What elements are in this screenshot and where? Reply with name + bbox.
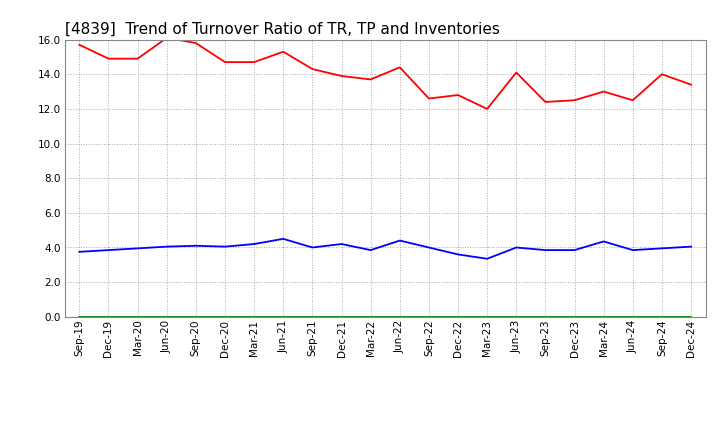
Trade Receivables — [104, 56, 113, 61]
Inventories — [687, 314, 696, 319]
Trade Receivables — [483, 106, 492, 111]
Inventories — [75, 314, 84, 319]
Inventories — [308, 314, 317, 319]
Inventories — [192, 314, 200, 319]
Trade Payables — [687, 244, 696, 249]
Trade Payables — [366, 247, 375, 253]
Inventories — [541, 314, 550, 319]
Trade Payables — [512, 245, 521, 250]
Trade Payables — [163, 244, 171, 249]
Trade Payables — [192, 243, 200, 249]
Inventories — [570, 314, 579, 319]
Text: [4839]  Trend of Turnover Ratio of TR, TP and Inventories: [4839] Trend of Turnover Ratio of TR, TP… — [65, 22, 500, 37]
Trade Payables — [220, 244, 229, 249]
Trade Receivables — [75, 42, 84, 48]
Trade Receivables — [541, 99, 550, 105]
Trade Receivables — [279, 49, 287, 55]
Trade Payables — [425, 245, 433, 250]
Inventories — [512, 314, 521, 319]
Inventories — [483, 314, 492, 319]
Trade Receivables — [308, 66, 317, 72]
Trade Payables — [483, 256, 492, 261]
Inventories — [366, 314, 375, 319]
Trade Receivables — [366, 77, 375, 82]
Trade Receivables — [250, 59, 258, 65]
Trade Payables — [570, 247, 579, 253]
Trade Payables — [308, 245, 317, 250]
Trade Receivables — [220, 59, 229, 65]
Trade Receivables — [687, 82, 696, 87]
Line: Trade Payables: Trade Payables — [79, 239, 691, 259]
Trade Receivables — [454, 92, 462, 98]
Trade Payables — [629, 247, 637, 253]
Inventories — [454, 314, 462, 319]
Inventories — [425, 314, 433, 319]
Inventories — [104, 314, 113, 319]
Inventories — [279, 314, 287, 319]
Trade Receivables — [629, 98, 637, 103]
Trade Receivables — [192, 40, 200, 46]
Trade Payables — [337, 242, 346, 247]
Trade Payables — [279, 236, 287, 242]
Inventories — [250, 314, 258, 319]
Inventories — [395, 314, 404, 319]
Inventories — [133, 314, 142, 319]
Inventories — [629, 314, 637, 319]
Trade Receivables — [425, 96, 433, 101]
Trade Receivables — [337, 73, 346, 79]
Trade Payables — [541, 247, 550, 253]
Trade Receivables — [512, 70, 521, 75]
Inventories — [599, 314, 608, 319]
Trade Payables — [395, 238, 404, 243]
Inventories — [337, 314, 346, 319]
Trade Payables — [75, 249, 84, 254]
Trade Receivables — [570, 98, 579, 103]
Trade Receivables — [395, 65, 404, 70]
Trade Payables — [599, 239, 608, 244]
Trade Payables — [104, 247, 113, 253]
Trade Receivables — [657, 72, 666, 77]
Inventories — [163, 314, 171, 319]
Trade Receivables — [599, 89, 608, 94]
Inventories — [657, 314, 666, 319]
Trade Payables — [133, 246, 142, 251]
Trade Payables — [657, 246, 666, 251]
Trade Payables — [250, 242, 258, 247]
Trade Receivables — [133, 56, 142, 61]
Line: Trade Receivables: Trade Receivables — [79, 38, 691, 109]
Trade Receivables — [163, 35, 171, 40]
Inventories — [220, 314, 229, 319]
Trade Payables — [454, 252, 462, 257]
